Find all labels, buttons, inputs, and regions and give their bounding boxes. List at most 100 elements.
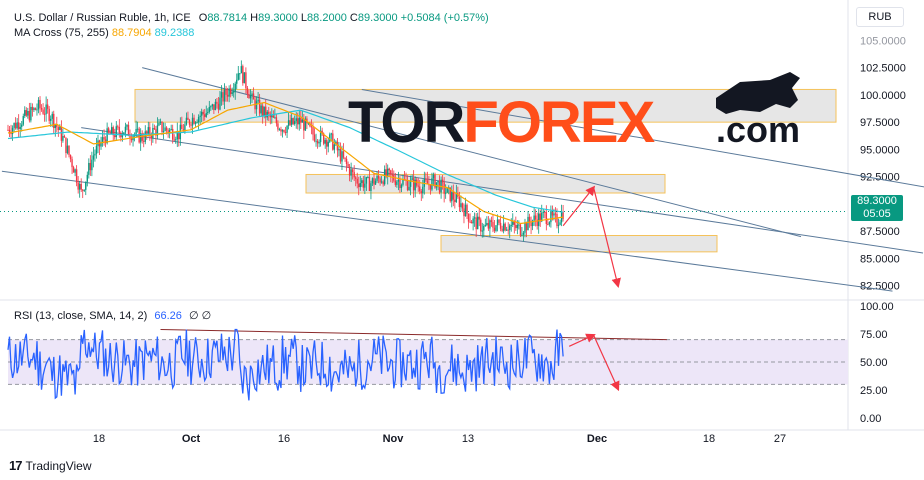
candle-body	[466, 204, 468, 214]
candle-body	[167, 130, 169, 134]
candle-body	[452, 192, 454, 200]
candle-body	[443, 182, 445, 194]
candle-body	[95, 145, 98, 154]
symbol-title[interactable]: U.S. Dollar / Russian Ruble, 1h, ICE	[14, 12, 191, 24]
last-price-value: 89.3000	[857, 195, 897, 207]
candle-body	[162, 131, 165, 133]
candle-body	[78, 183, 81, 190]
candle-body	[152, 127, 154, 139]
candle-body	[519, 224, 522, 236]
candle-body	[396, 181, 398, 185]
sr-zone	[440, 235, 718, 253]
close-value: 89.3000	[357, 12, 398, 24]
candle-body	[460, 203, 462, 208]
currency-button[interactable]: RUB	[856, 7, 904, 27]
rsi-label[interactable]: RSI (13, close, SMA, 14, 2)	[14, 310, 148, 322]
last-price-tag: 89.3000 05:05	[851, 195, 903, 221]
candle-body	[499, 222, 502, 229]
candle-body	[14, 123, 17, 129]
candle-body	[204, 114, 206, 117]
candle-body	[338, 148, 340, 151]
candle-body	[194, 122, 197, 124]
candle-body	[531, 220, 534, 227]
candle-body	[510, 224, 512, 226]
candle-body	[208, 106, 210, 112]
candle-body	[8, 129, 11, 133]
candle-body	[91, 159, 93, 171]
candle-body	[486, 222, 488, 226]
candle-body	[188, 119, 191, 125]
candle-body	[111, 127, 113, 135]
candle-body	[173, 139, 175, 141]
candle-body	[544, 211, 546, 213]
candle-body	[37, 99, 40, 110]
candle-body	[74, 169, 76, 173]
candle-body	[80, 183, 82, 190]
candle-body	[284, 131, 287, 133]
candle-body	[373, 178, 375, 185]
candle-body	[371, 178, 374, 184]
candle-body	[16, 122, 18, 129]
candle-body	[77, 182, 79, 190]
time-tick-label: Nov	[383, 433, 405, 445]
candle-body	[126, 124, 128, 127]
candle-body	[504, 223, 506, 231]
candle-body	[11, 127, 14, 135]
candle-body	[214, 101, 217, 111]
candle-body	[248, 93, 250, 99]
tradingview-logo-icon: 17	[9, 458, 23, 473]
candle-body	[408, 186, 410, 191]
candle-body	[461, 203, 464, 209]
time-tick-label: 27	[774, 433, 786, 445]
candle-body	[168, 129, 171, 134]
candle-body	[65, 137, 67, 154]
candle-body	[341, 151, 343, 162]
candle-body	[411, 178, 413, 180]
price-tick-label: 95.0000	[860, 144, 900, 156]
candle-body	[359, 183, 361, 188]
candle-body	[541, 212, 543, 222]
trend-channel-line	[361, 88, 924, 188]
candle-body	[451, 192, 453, 202]
candle-body	[380, 181, 383, 183]
candle-body	[274, 117, 276, 119]
candle-body	[437, 181, 439, 183]
candle-body	[101, 137, 104, 143]
candle-body	[48, 108, 50, 121]
price-tick-label: 82.5000	[860, 281, 900, 293]
candle-body	[319, 130, 322, 143]
candle-body	[553, 213, 555, 216]
rsi-forecast-arrow	[593, 334, 620, 392]
candle-body	[524, 223, 526, 233]
candle-body	[441, 179, 444, 183]
candle-body	[522, 232, 525, 235]
candle-body	[496, 219, 499, 226]
candle-body	[178, 130, 180, 140]
candle-body	[28, 110, 31, 121]
candle-body	[478, 216, 480, 220]
candle-body	[89, 162, 92, 171]
candle-body	[249, 95, 252, 99]
candle-body	[150, 135, 153, 139]
forecast-arrow	[593, 187, 621, 288]
candle-body	[361, 180, 363, 184]
candle-body	[71, 159, 73, 168]
rsi-legend: RSI (13, close, SMA, 14, 2) 66.26 ∅ ∅	[14, 309, 211, 322]
candle-body	[498, 219, 500, 223]
tradingview-footer[interactable]: 17 TradingView	[9, 458, 92, 473]
candle-body	[409, 179, 412, 187]
ma-cross-label[interactable]: MA Cross (75, 255)	[14, 27, 109, 39]
candle-body	[242, 66, 244, 84]
candle-body	[545, 212, 548, 224]
candle-body	[551, 211, 554, 216]
candle-body	[181, 124, 183, 130]
close-label: C	[349, 12, 358, 24]
forecast-arrow	[562, 185, 596, 227]
candle-body	[313, 134, 316, 141]
candle-body	[394, 180, 397, 185]
candle-body	[379, 178, 381, 183]
candle-body	[130, 138, 133, 141]
candle-body	[330, 133, 332, 135]
candle-body	[138, 128, 140, 143]
